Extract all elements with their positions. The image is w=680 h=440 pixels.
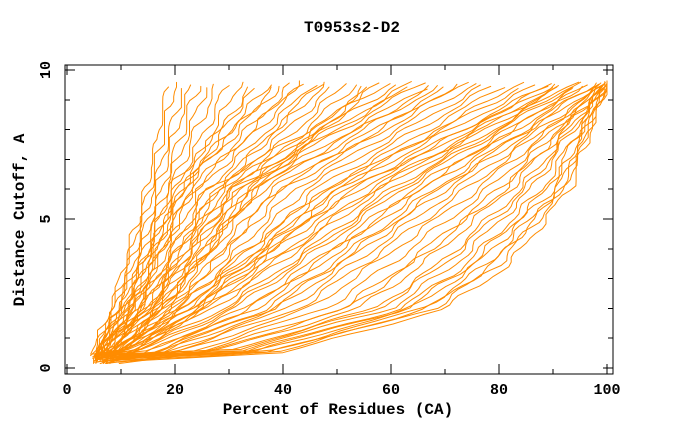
gdt-curve xyxy=(107,85,583,359)
gdt-curve xyxy=(105,88,519,356)
gdt-curve xyxy=(115,83,600,362)
gdt-curve xyxy=(112,82,380,360)
gdt-curve xyxy=(93,88,255,356)
gdt-curve xyxy=(95,86,169,364)
gdt-curve xyxy=(118,86,605,364)
gdt-curve xyxy=(96,84,272,358)
gdt-curve xyxy=(105,82,602,360)
gdt-curve xyxy=(90,81,177,355)
x-tick-label: 60 xyxy=(382,382,400,399)
gdt-curve xyxy=(93,85,603,363)
gdt-curve xyxy=(102,88,573,356)
gdt-curve xyxy=(118,83,608,356)
gdt-curve xyxy=(92,84,481,358)
gdt-curve xyxy=(97,83,214,362)
gdt-curve xyxy=(109,86,444,364)
y-tick-label: 0 xyxy=(38,363,55,372)
plot-title: T0953s2-D2 xyxy=(303,19,401,37)
gdt-curve xyxy=(105,84,598,358)
gdt-curve xyxy=(96,80,300,363)
x-tick-label: 0 xyxy=(62,382,71,399)
x-tick-label: 40 xyxy=(274,382,292,399)
y-axis-label: Distance Cutoff, A xyxy=(11,133,29,307)
gdt-curve xyxy=(96,81,469,355)
y-tick-label: 10 xyxy=(38,61,55,79)
gdt-curve xyxy=(102,85,429,363)
gdt-curve xyxy=(90,88,182,356)
gdt-curve xyxy=(100,81,412,359)
gdt-curve xyxy=(99,81,582,364)
gdt-curve xyxy=(110,83,605,362)
gdt-curve xyxy=(95,82,290,360)
gdt-curve xyxy=(91,86,558,355)
gdt-curve xyxy=(93,83,556,362)
gdt-curve xyxy=(98,82,606,360)
gdt-curve xyxy=(115,86,602,355)
gdt-curve xyxy=(108,85,608,363)
gdt-curve xyxy=(105,81,580,364)
gdt-curve xyxy=(101,84,396,358)
gdt-curve xyxy=(113,81,606,355)
gdt-curve xyxy=(113,83,347,356)
gdt-curve xyxy=(93,86,272,364)
gdt-curve xyxy=(96,85,559,363)
gdt-curve xyxy=(102,85,230,363)
gdt-curve xyxy=(108,84,536,358)
y-tick-label: 5 xyxy=(38,214,55,223)
gdt-curve xyxy=(104,83,458,362)
x-tick-label: 80 xyxy=(490,382,508,399)
gdt-curve xyxy=(106,82,426,360)
gdt-curve xyxy=(114,84,357,358)
gdt-curve xyxy=(105,88,605,362)
x-tick-label: 100 xyxy=(593,382,620,399)
x-tick-label: 20 xyxy=(166,382,184,399)
gdt-curve xyxy=(96,85,280,359)
gdt-curve xyxy=(97,83,552,356)
gdt-curve xyxy=(101,86,574,355)
gdt-curve xyxy=(105,86,602,364)
x-axis-label: Percent of Residues (CA) xyxy=(222,401,454,419)
gdt-curve xyxy=(94,83,477,356)
gdt-curve xyxy=(115,85,595,359)
gdt-curve xyxy=(116,84,608,358)
gdt-curve xyxy=(110,85,438,363)
gdt-curve xyxy=(99,83,304,362)
gdt-curve xyxy=(93,83,325,362)
gdt-curve xyxy=(103,86,408,364)
gdt-curve xyxy=(109,84,588,358)
gdt-curve xyxy=(95,83,608,356)
